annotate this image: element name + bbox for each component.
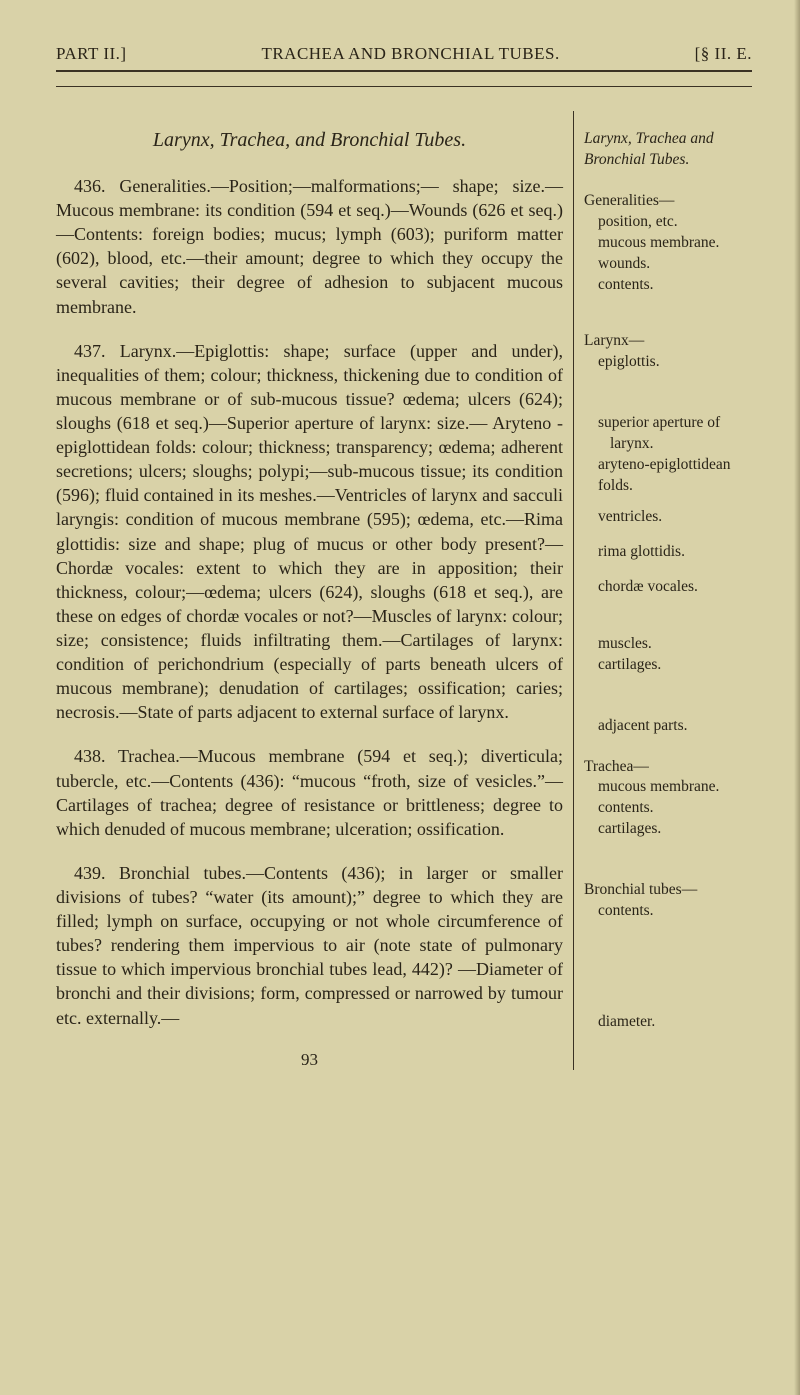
margin-spacer: [584, 676, 752, 716]
margin-item-larynx-sub: larynx.: [610, 434, 752, 455]
margin-spacer: [584, 528, 752, 542]
margin-group-bronchial: Bronchial tubes— contents. diameter.: [584, 880, 752, 1033]
margin-group-trachea: Trachea— mucous membrane. contents. cart…: [584, 757, 752, 841]
margin-spacer: [584, 497, 752, 507]
margin-item-chordae: chordæ vocales.: [598, 577, 752, 598]
margin-item-rima: rima glottidis.: [598, 542, 752, 563]
margin-spacer: [584, 598, 752, 634]
running-head-center: TRACHEA AND BRONCHIAL TUBES.: [261, 44, 559, 64]
margin-item-mucous-membrane: mucous membrane.: [598, 233, 752, 254]
margin-item-trachea-mucous: mucous membrane.: [598, 777, 752, 798]
columns: Larynx, Trachea, and Bronchial Tubes. 43…: [56, 111, 752, 1070]
margin-group-title: Larynx, Trachea and Bronchial Tubes.: [584, 129, 752, 171]
margin-item-epiglottis: epiglottis.: [598, 352, 752, 373]
margin-item-trachea-cartilages: cartilages.: [598, 819, 752, 840]
section-title: Larynx, Trachea, and Bronchial Tubes.: [56, 129, 563, 152]
margin-column: Larynx, Trachea and Bronchial Tubes. Gen…: [574, 111, 752, 1070]
running-head-right: [§ II. E.: [695, 44, 752, 64]
margin-head-bronchial: Bronchial tubes—: [584, 880, 752, 901]
margin-group-larynx: Larynx— epiglottis. superior aperture of…: [584, 331, 752, 736]
margin-item-ventricles: ventricles.: [598, 507, 752, 528]
para-437: 437. Larynx.—Epiglottis: shape; surface …: [56, 339, 563, 725]
running-head-left: PART II.]: [56, 44, 127, 64]
margin-head-generalities: Generalities—: [584, 191, 752, 212]
margin-item-position: position, etc.: [598, 212, 752, 233]
margin-spacer: [584, 563, 752, 577]
margin-item-superior-aperture: superior aperture of: [598, 413, 752, 434]
margin-spacer: [584, 922, 752, 1012]
signature-number: 93: [56, 1050, 563, 1070]
rule-top: [56, 70, 752, 72]
para-436: 436. Generalities.—Position;—malformatio…: [56, 174, 563, 319]
para-438: 438. Trachea.—Mucous membrane (594 et se…: [56, 744, 563, 840]
rule-sub: [56, 86, 752, 87]
margin-item-cartilages: cartilages.: [598, 655, 752, 676]
margin-head-trachea: Trachea—: [584, 757, 752, 778]
margin-item-trachea-contents: contents.: [598, 798, 752, 819]
page: PART II.] TRACHEA AND BRONCHIAL TUBES. […: [0, 0, 800, 1110]
running-head: PART II.] TRACHEA AND BRONCHIAL TUBES. […: [56, 44, 752, 64]
margin-group-generalities: Generalities— position, etc. mucous memb…: [584, 191, 752, 296]
para-439: 439. Bronchial tubes.—Contents (436); in…: [56, 861, 563, 1030]
margin-item-aryteno: aryteno-epiglottidean folds.: [598, 455, 752, 497]
margin-head-larynx: Larynx—: [584, 331, 752, 352]
margin-item-wounds: wounds.: [598, 254, 752, 275]
main-column: Larynx, Trachea, and Bronchial Tubes. 43…: [56, 111, 574, 1070]
scan-edge: [794, 0, 800, 1395]
margin-item-contents: contents.: [598, 275, 752, 296]
margin-item-bronchial-contents: contents.: [598, 901, 752, 922]
margin-item-muscles: muscles.: [598, 634, 752, 655]
margin-spacer: [584, 373, 752, 413]
margin-item-adjacent: adjacent parts.: [598, 716, 752, 737]
margin-item-bronchial-diameter: diameter.: [598, 1012, 752, 1033]
margin-head-larynx-trachea: Larynx, Trachea and Bronchial Tubes.: [584, 129, 752, 171]
